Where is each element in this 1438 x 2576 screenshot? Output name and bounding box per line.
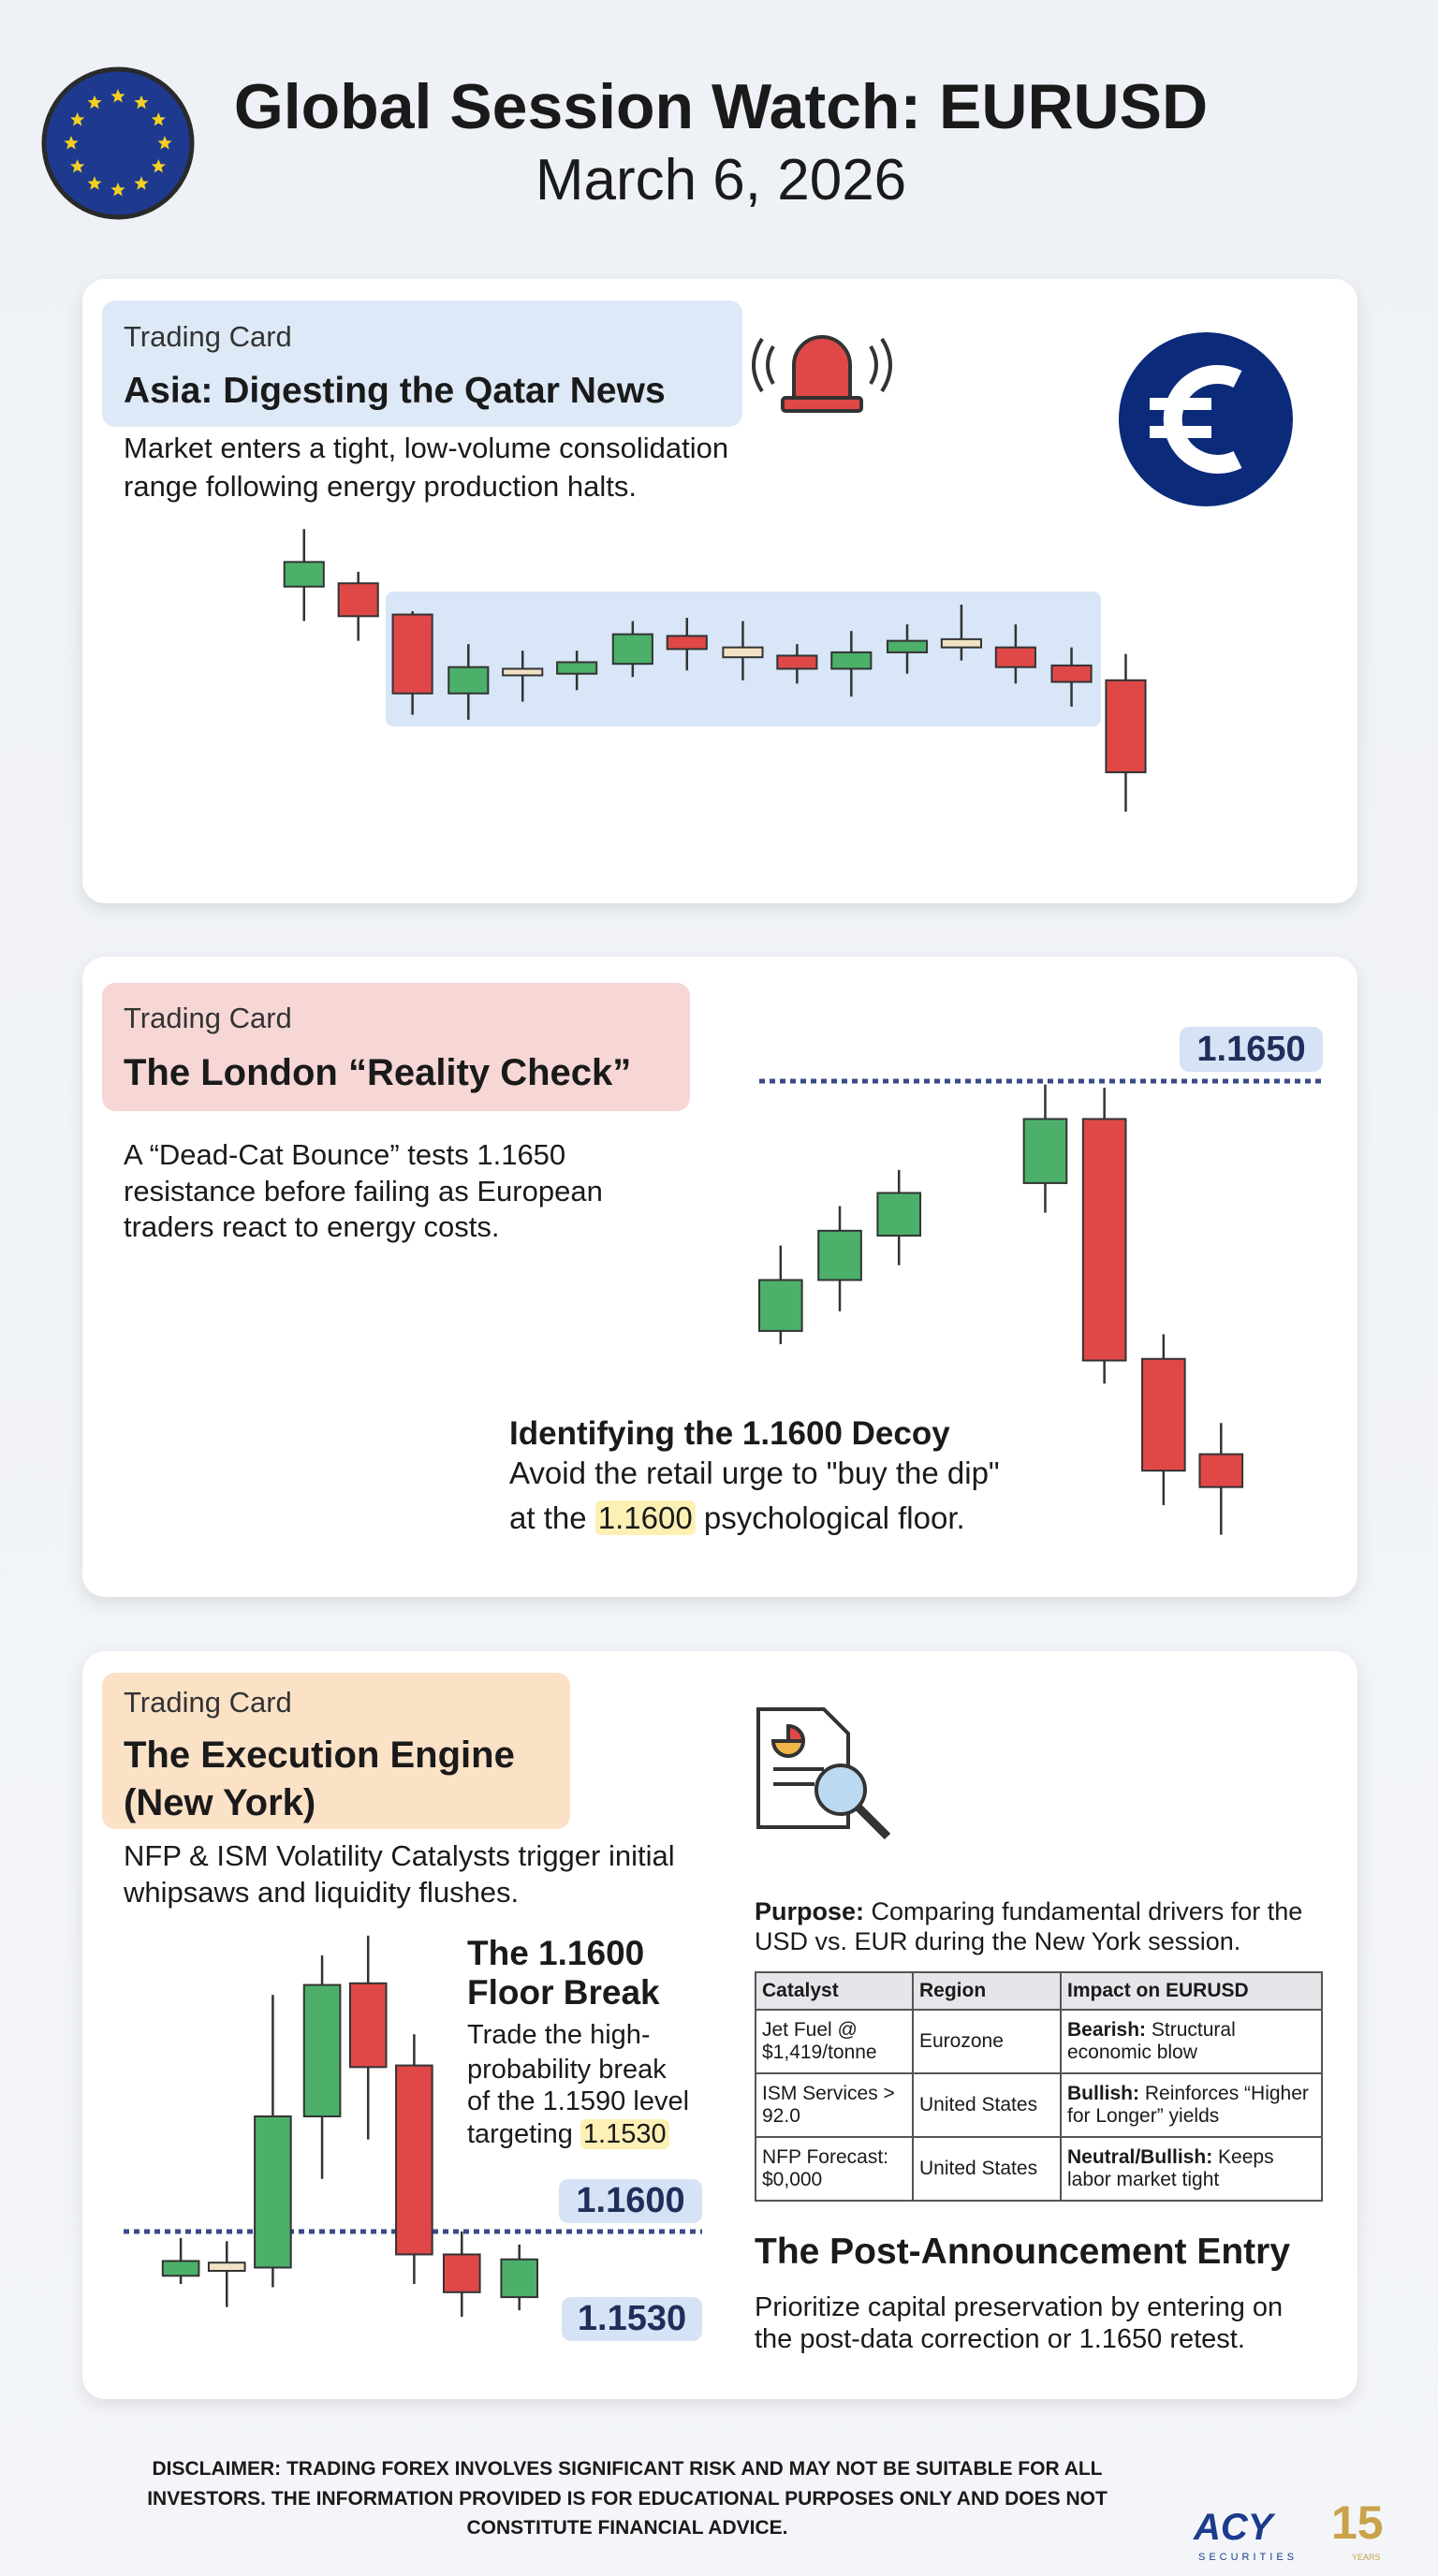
impact-label: Bullish: xyxy=(1067,2082,1139,2104)
text: at the xyxy=(509,1500,587,1535)
callout-text: at the 1.1600 psychological floor. xyxy=(509,1500,965,1535)
logo-brand: ACY xyxy=(1194,2507,1273,2548)
eu-flag xyxy=(41,66,195,220)
floor-text: targeting 1.1530 xyxy=(467,2119,669,2149)
star xyxy=(87,176,102,190)
cell: Neutral/Bullish: Keeps labor market tigh… xyxy=(1060,2136,1323,2202)
entry-title: The Post-Announcement Entry xyxy=(755,2232,1291,2272)
purpose-label: Purpose: xyxy=(755,1897,865,1925)
text: targeting xyxy=(467,2119,573,2149)
impact-label: Neutral/Bullish: xyxy=(1067,2145,1213,2168)
star xyxy=(151,159,166,173)
description: range following energy production halts. xyxy=(124,470,638,503)
disclaimer: CONSTITUTE FINANCIAL ADVICE. xyxy=(466,2517,788,2539)
floor-text: Trade the high- xyxy=(467,2020,651,2050)
star xyxy=(70,159,85,173)
card-label: Trading Card xyxy=(124,320,292,353)
entry-text: Prioritize capital preservation by enter… xyxy=(755,2292,1284,2322)
purpose: Purpose: Comparing fundamental drivers f… xyxy=(755,1899,1302,1925)
entry-text: the post-data correction or 1.1650 retes… xyxy=(755,2324,1245,2354)
title: Global Session Watch: EURUSD xyxy=(233,71,1209,142)
flag-stars xyxy=(64,89,172,197)
floor-text: of the 1.1590 level xyxy=(467,2086,690,2116)
row: Jet Fuel @ $1,419/tonne Eurozone Bearish: … xyxy=(755,2009,1323,2074)
star xyxy=(87,95,102,110)
row: NFP Forecast: $0,000 United States Neutral… xyxy=(755,2136,1323,2202)
label-box xyxy=(102,1673,570,1829)
cell: Bullish: Reinforces “Higher for Longer” … xyxy=(1060,2072,1323,2138)
disclaimer: DISCLAIMER: TRADING FOREX INVOLVES SIGNI… xyxy=(152,2458,1103,2480)
card-heading: Asia: Digesting the Qatar News xyxy=(124,371,666,411)
description: resistance before failing as European xyxy=(124,1175,603,1208)
impact-text: Reinforces “Higher for Longer” yields xyxy=(1067,2082,1309,2127)
impact-text: Structural economic blow xyxy=(1067,2018,1236,2063)
card-label: Trading Card xyxy=(124,1686,292,1719)
highlight: 1.1530 xyxy=(580,2119,669,2149)
card-heading: (New York) xyxy=(124,1782,316,1823)
floor-title: The 1.1600 xyxy=(467,1934,645,1972)
label-box xyxy=(102,300,742,427)
cell: Eurozone xyxy=(912,2009,1062,2074)
star xyxy=(64,136,79,150)
cell: NFP Forecast: $0,000 xyxy=(755,2136,914,2202)
star xyxy=(110,89,125,103)
callout-title: Identifying the 1.1600 Decoy xyxy=(509,1415,950,1452)
cell: Jet Fuel @ $1,419/tonne xyxy=(755,2009,914,2074)
header-cell: Region xyxy=(912,1971,1062,2011)
star xyxy=(134,95,149,110)
logo-sub: SECURITIES xyxy=(1198,2552,1299,2563)
price-label: 1.1600 xyxy=(559,2179,702,2223)
description: A “Dead-Cat Bounce” tests 1.1650 xyxy=(124,1138,566,1171)
cell: Bearish: Structural economic blow xyxy=(1060,2009,1323,2074)
date: March 6, 2026 xyxy=(535,148,907,212)
catalyst-table: Catalyst Region Impact on EURUSD Jet Fuel … xyxy=(755,1971,1323,2202)
description: whipsaws and liquidity flushes. xyxy=(124,1876,520,1909)
anniversary-years: YEARS xyxy=(1352,2553,1381,2562)
description: Market enters a tight, low-volume consol… xyxy=(124,432,729,464)
description: traders react to energy costs. xyxy=(124,1210,500,1243)
disclaimer: INVESTORS. THE INFORMATION PROVIDED IS F… xyxy=(147,2488,1108,2510)
star xyxy=(110,183,125,197)
cell: United States xyxy=(912,2136,1062,2202)
text: Comparing fundamental drivers for the xyxy=(871,1897,1303,1925)
header-cell: Impact on EURUSD xyxy=(1060,1971,1323,2011)
floor-text: probability break xyxy=(467,2055,667,2085)
label-box xyxy=(102,983,690,1111)
callout-text: Avoid the retail urge to "buy the dip" xyxy=(509,1456,1000,1490)
price-label: 1.1650 xyxy=(1180,1027,1323,1072)
star xyxy=(134,176,149,190)
purpose: USD vs. EUR during the New York session. xyxy=(755,1927,1241,1955)
header-row: Catalyst Region Impact on EURUSD xyxy=(755,1971,1323,2011)
card-label: Trading Card xyxy=(124,1002,292,1034)
star xyxy=(70,112,85,126)
anniversary: 15 xyxy=(1331,2496,1384,2549)
card-heading: The Execution Engine xyxy=(124,1734,515,1776)
card-heading: The London “Reality Check” xyxy=(124,1052,632,1093)
impact-label: Bearish: xyxy=(1067,2018,1147,2041)
price-label: 1.1530 xyxy=(562,2297,702,2341)
cell: ISM Services > 92.0 xyxy=(755,2072,914,2138)
impact-text: Keeps labor market tight xyxy=(1067,2145,1274,2190)
header-cell: Catalyst xyxy=(755,1971,914,2011)
description: NFP & ISM Volatility Catalysts trigger i… xyxy=(124,1839,675,1872)
row: ISM Services > 92.0 United States Bullish:… xyxy=(755,2072,1323,2138)
star xyxy=(157,136,172,150)
star xyxy=(151,112,166,126)
highlight: 1.1600 xyxy=(594,1500,696,1535)
floor-title: Floor Break xyxy=(467,1973,660,2012)
cell: United States xyxy=(912,2072,1062,2138)
text: psychological floor. xyxy=(703,1500,965,1535)
